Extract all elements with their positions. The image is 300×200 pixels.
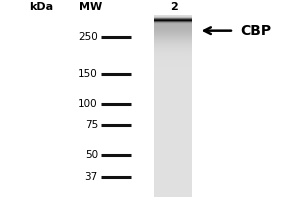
Text: 150: 150	[78, 69, 98, 79]
Text: 50: 50	[85, 150, 98, 160]
Text: 75: 75	[85, 120, 98, 130]
Text: kDa: kDa	[29, 2, 53, 12]
Text: 37: 37	[85, 172, 98, 182]
Text: 250: 250	[78, 32, 98, 42]
Text: 100: 100	[78, 99, 98, 109]
Text: MW: MW	[80, 2, 103, 12]
Text: 2: 2	[170, 2, 177, 12]
Text: CBP: CBP	[240, 24, 271, 38]
